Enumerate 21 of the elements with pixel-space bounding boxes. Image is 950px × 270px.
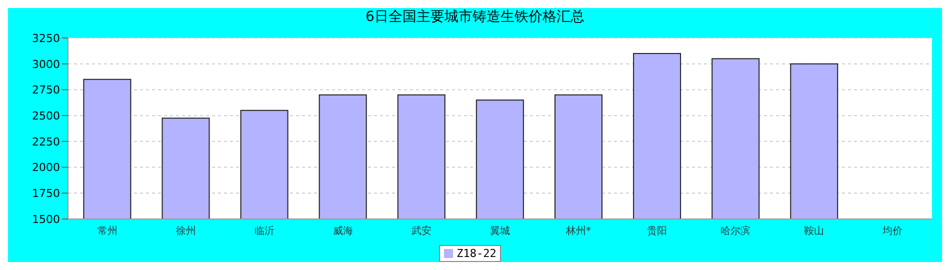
legend-label: Z18-22 (456, 247, 496, 260)
y-tick-label: 1750 (32, 187, 60, 200)
y-tick-label: 2000 (32, 161, 60, 174)
y-tick-label: 3250 (32, 32, 60, 45)
x-tick-label: 徐州 (176, 225, 196, 238)
x-tick-label: 翼城 (490, 225, 510, 238)
y-tick-label: 2750 (32, 84, 60, 97)
chart-title: 6日全国主要城市铸造生铁价格汇总 (364, 8, 586, 27)
x-tick-label: 鞍山 (804, 225, 824, 238)
x-tick-label: 均价 (882, 225, 903, 238)
y-tick-label: 1500 (32, 212, 60, 226)
y-tick-label: 2250 (32, 135, 60, 148)
x-tick-label: 哈尔滨 (720, 225, 751, 238)
x-tick-label: 常州 (97, 225, 118, 238)
y-tick-label: 2500 (32, 109, 60, 122)
x-tick-label: 林州* (565, 225, 592, 238)
x-tick-label: 临沂 (254, 225, 274, 238)
x-tick-label: 武安 (411, 225, 432, 238)
x-tick-label: 威海 (332, 225, 353, 238)
y-tick-label: 3000 (32, 58, 60, 71)
x-tick-label: 贵阳 (647, 225, 668, 238)
